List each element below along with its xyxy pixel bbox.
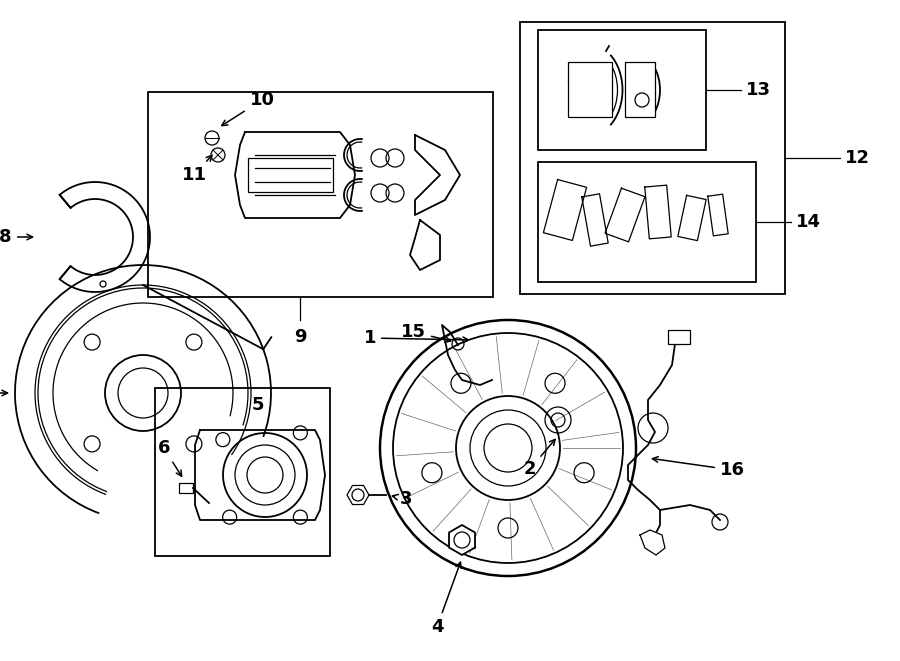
Bar xyxy=(568,62,612,117)
Text: 7: 7 xyxy=(0,384,7,402)
Text: 9: 9 xyxy=(293,328,306,346)
Text: 15: 15 xyxy=(401,323,451,342)
Text: 11: 11 xyxy=(182,155,212,184)
Bar xyxy=(538,30,706,150)
Text: 2: 2 xyxy=(524,440,555,478)
Polygon shape xyxy=(347,485,369,504)
Text: 12: 12 xyxy=(845,149,870,167)
Bar xyxy=(248,158,333,192)
Polygon shape xyxy=(415,135,460,215)
Bar xyxy=(538,162,756,282)
Text: 14: 14 xyxy=(796,213,821,231)
Text: 5: 5 xyxy=(252,396,265,414)
Text: 10: 10 xyxy=(221,91,274,126)
Polygon shape xyxy=(640,530,665,555)
Bar xyxy=(668,330,690,344)
Bar xyxy=(520,22,785,294)
Text: 8: 8 xyxy=(0,228,32,246)
Polygon shape xyxy=(195,430,325,520)
Text: 16: 16 xyxy=(652,457,745,479)
Text: 3: 3 xyxy=(392,490,412,508)
Bar xyxy=(155,388,330,556)
Text: 6: 6 xyxy=(158,439,182,476)
Text: 1: 1 xyxy=(364,329,469,347)
Polygon shape xyxy=(449,525,475,555)
Bar xyxy=(625,62,655,117)
Text: 13: 13 xyxy=(746,81,771,99)
Polygon shape xyxy=(410,220,440,270)
Text: 4: 4 xyxy=(431,563,461,636)
Polygon shape xyxy=(235,132,355,218)
Bar xyxy=(179,483,193,493)
Bar xyxy=(148,92,493,297)
